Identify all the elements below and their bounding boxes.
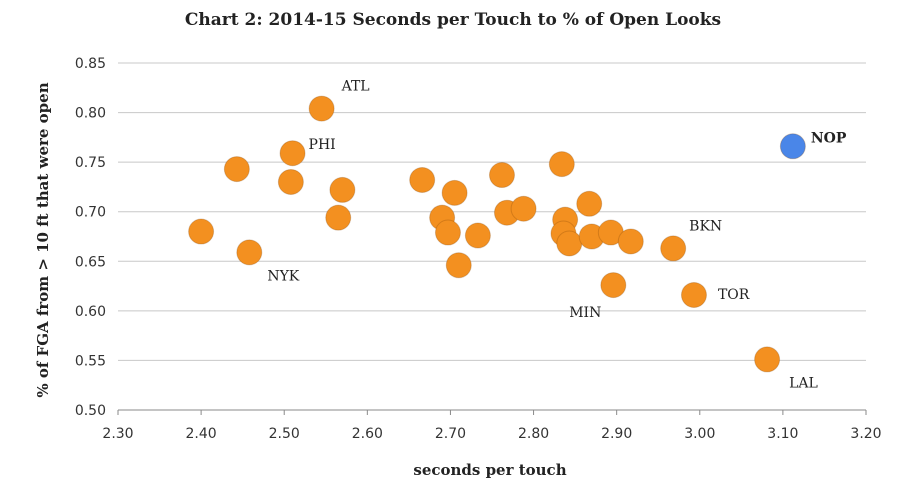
data-point (277, 168, 304, 195)
y-axis-label: % of FGA from > 10 ft that were open (34, 82, 52, 397)
data-points (188, 95, 806, 373)
x-tick-label: 2.70 (435, 426, 466, 442)
data-point (576, 190, 603, 217)
point-label-nyk: NYK (267, 268, 299, 284)
y-tick-label: 0.65 (75, 254, 106, 270)
data-point (308, 95, 335, 122)
data-point (556, 230, 583, 257)
data-point (488, 162, 515, 189)
grid-lines (118, 62, 866, 411)
x-tick-label: 2.80 (518, 426, 549, 442)
point-label-nop: NOP (811, 130, 847, 146)
y-tick-label: 0.75 (75, 155, 106, 171)
highlighted-data-point (779, 133, 806, 160)
data-point (754, 346, 781, 373)
y-tick-label: 0.60 (75, 304, 106, 320)
data-point (409, 166, 436, 193)
data-point (329, 176, 356, 203)
y-tick-label: 0.55 (75, 353, 106, 369)
x-tick-label: 3.20 (850, 426, 881, 442)
data-point (617, 228, 644, 255)
y-tick-label: 0.80 (75, 106, 106, 122)
point-label-phi: PHI (309, 137, 336, 153)
data-point (188, 218, 215, 245)
data-point (325, 204, 352, 231)
x-tick-label: 2.40 (186, 426, 217, 442)
point-label-bkn: BKN (689, 218, 722, 234)
x-tick-label: 2.50 (269, 426, 300, 442)
data-point (464, 222, 491, 249)
data-point (548, 151, 575, 178)
data-point (660, 235, 687, 262)
point-label-tor: TOR (718, 287, 750, 303)
point-label-lal: LAL (789, 375, 818, 391)
data-point (600, 272, 627, 299)
y-tick-label: 0.85 (75, 56, 106, 72)
data-point (223, 156, 250, 183)
x-axis-label: seconds per touch (413, 461, 566, 479)
data-point (434, 219, 461, 246)
tick-labels: 0.50 0.55 0.60 0.65 0.70 0.75 0.80 0.85 2.30 2.40… (75, 56, 882, 442)
point-label-atl: ATL (341, 79, 370, 95)
data-point (236, 239, 263, 266)
data-point (441, 179, 468, 206)
chart-title: Chart 2: 2014-15 Seconds per Touch to % … (185, 10, 721, 30)
x-tick-label: 2.30 (102, 426, 133, 442)
y-tick-label: 0.70 (75, 205, 106, 221)
data-point (279, 140, 306, 167)
point-labels: ATL PHI NYK BKN MIN TOR LAL NOP (267, 79, 847, 392)
data-point (510, 195, 537, 222)
x-tick-label: 3.10 (767, 426, 798, 442)
point-label-min: MIN (569, 305, 601, 321)
x-tick-label: 2.90 (601, 426, 632, 442)
y-tick-label: 0.50 (75, 403, 106, 419)
data-point (680, 281, 707, 308)
data-point (445, 252, 472, 279)
x-tick-label: 3.00 (684, 426, 715, 442)
x-tick-label: 2.60 (352, 426, 383, 442)
